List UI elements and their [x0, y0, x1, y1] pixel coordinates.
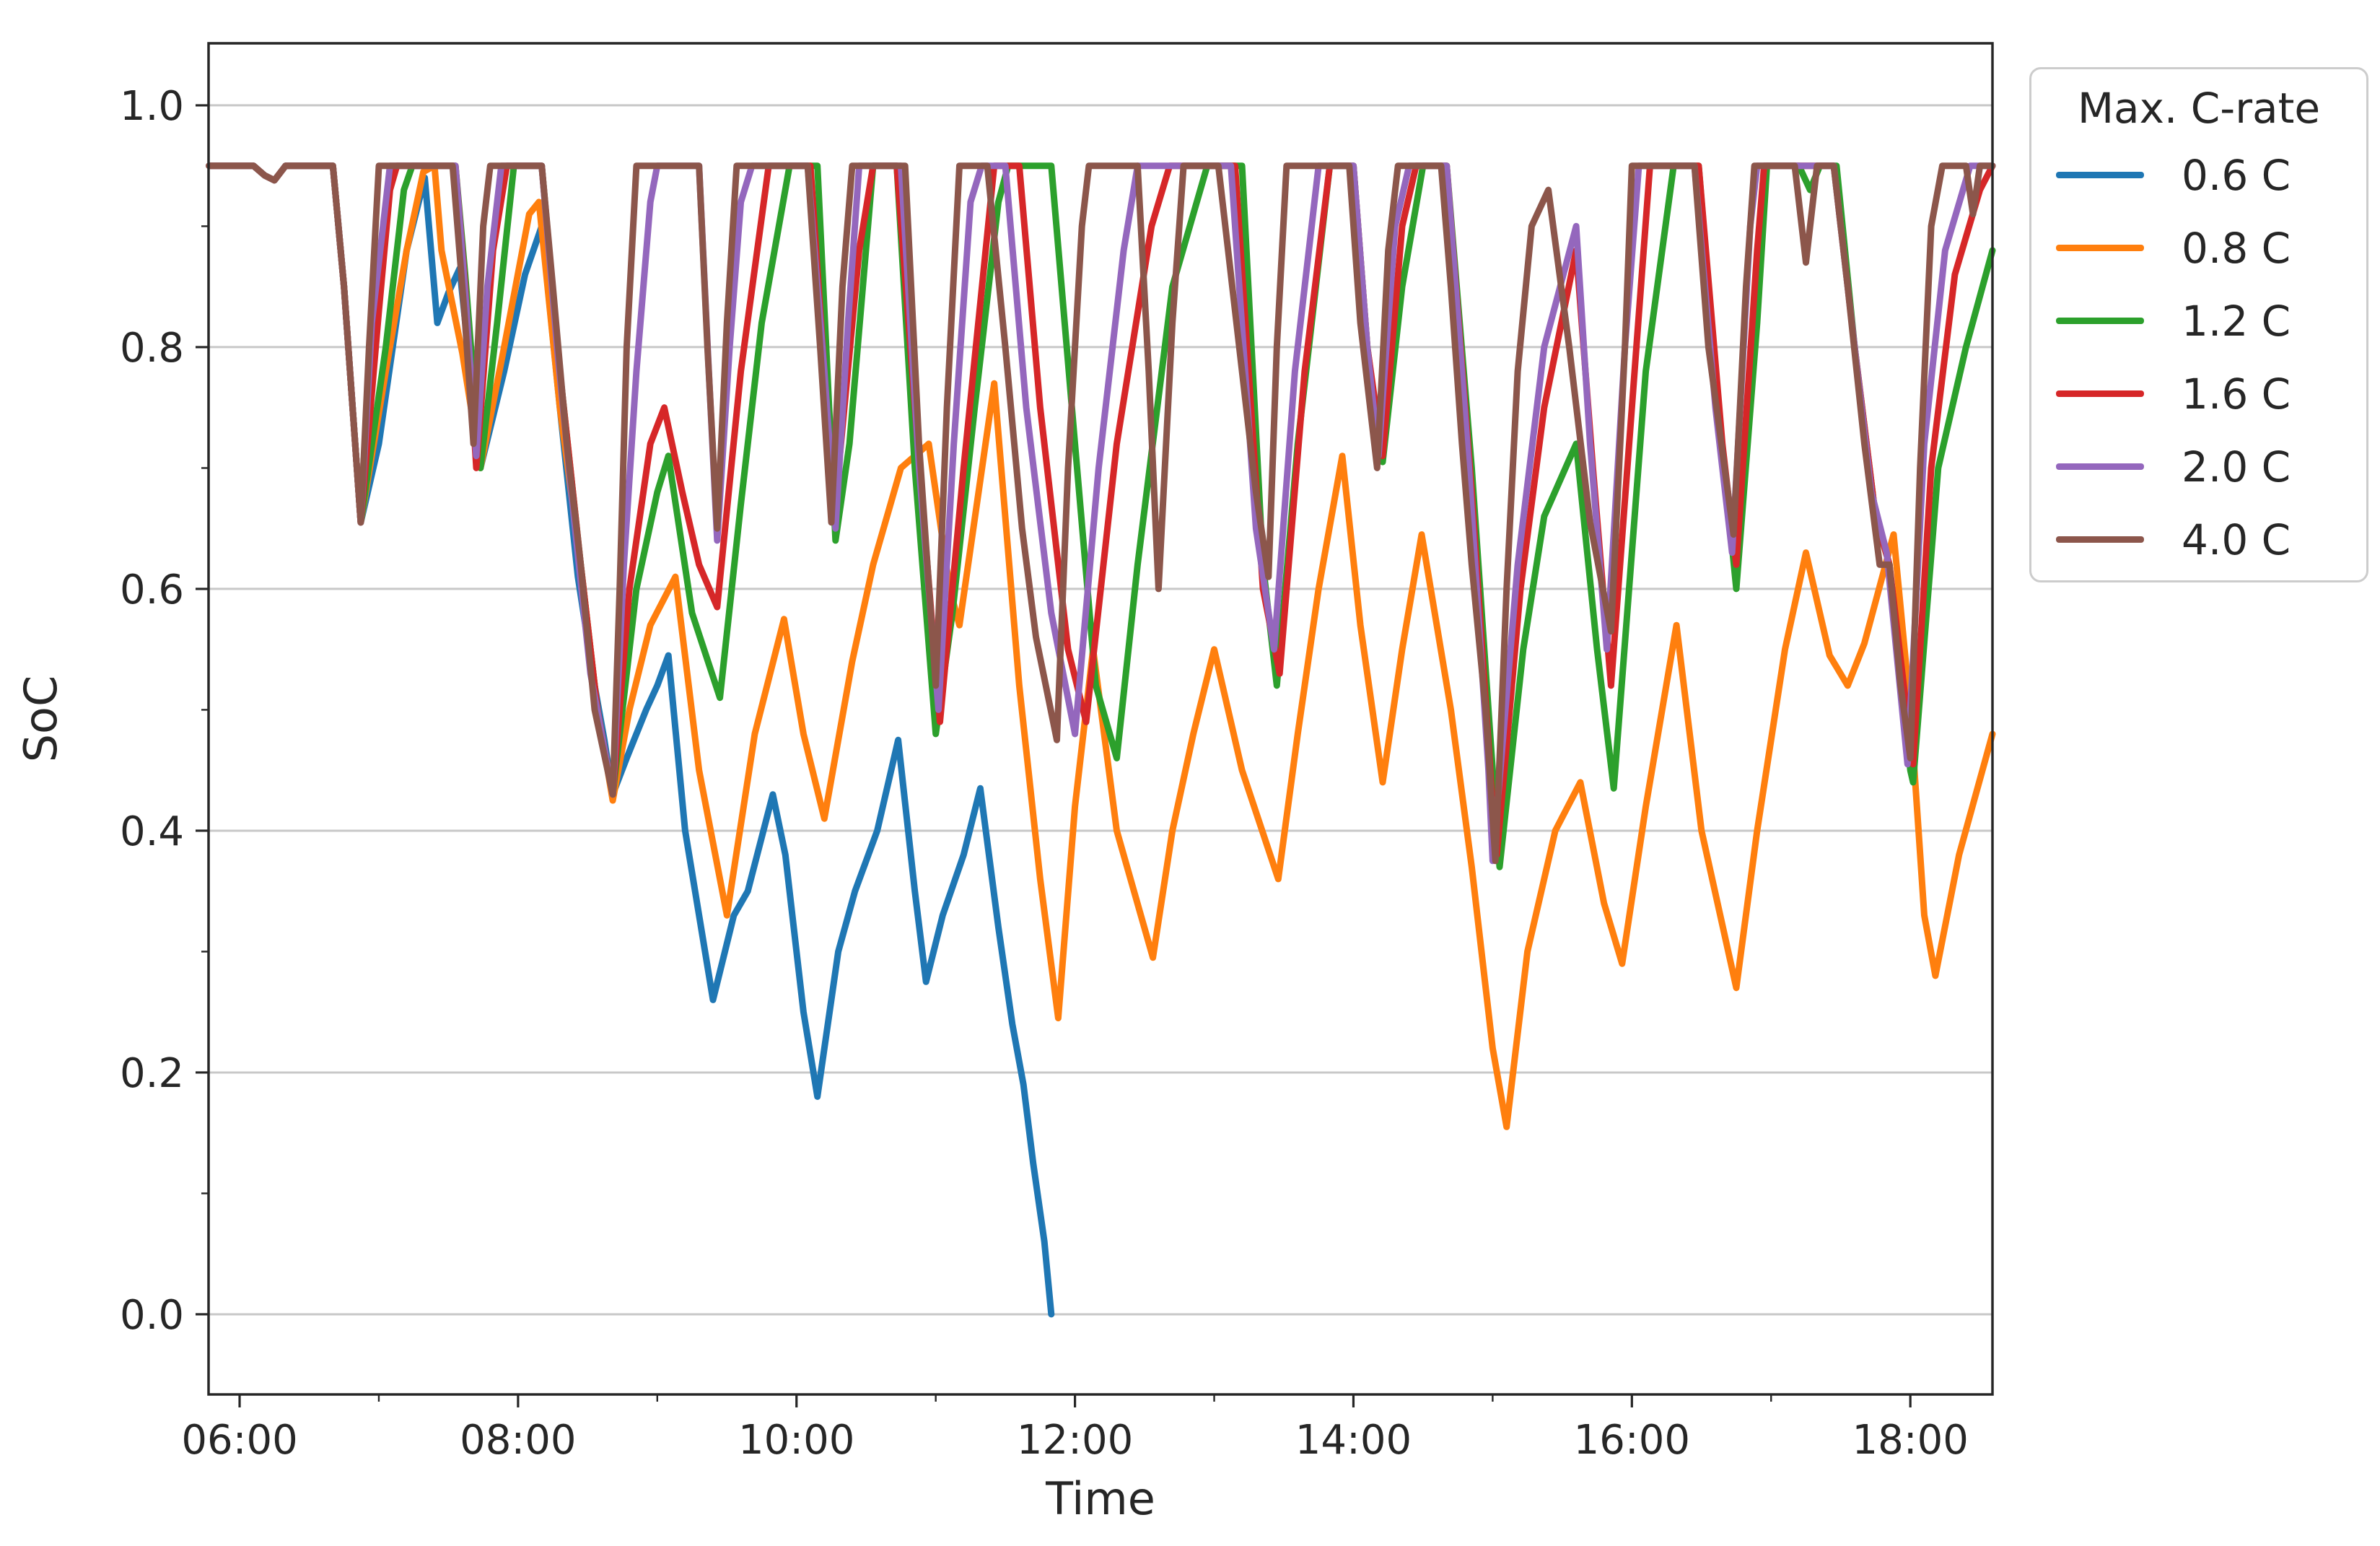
y-tick-label-0.0: 0.0: [120, 1292, 184, 1339]
legend-item-4.0C: 4.0 C: [2031, 503, 2366, 576]
plot-border: [207, 42, 1994, 1396]
legend-line-swatch-icon: [2056, 245, 2144, 251]
y-tick-label-0.8: 0.8: [120, 325, 184, 372]
legend-entries: 0.6 C 0.8 C 1.2 C 1.6 C 2.0 C 4.0 C: [2031, 139, 2366, 576]
x-tick-label-16:00: 16:00: [1574, 1417, 1690, 1464]
x-tick-label-18:00: 18:00: [1852, 1417, 1968, 1464]
legend-item-label: 0.6 C: [2182, 150, 2291, 200]
y-tick-label-0.2: 0.2: [120, 1050, 184, 1097]
plot-spines: [207, 42, 1994, 1396]
legend-item-label: 0.8 C: [2182, 223, 2291, 273]
legend-item-label: 1.2 C: [2182, 296, 2291, 346]
legend-line-swatch-icon: [2056, 463, 2144, 470]
legend-line-swatch-icon: [2056, 536, 2144, 543]
legend-item-1.2C: 1.2 C: [2031, 284, 2366, 357]
x-tick-label-10:00: 10:00: [738, 1417, 854, 1464]
x-tick-label-08:00: 08:00: [460, 1417, 576, 1464]
y-tick-label-0.4: 0.4: [120, 808, 184, 855]
x-axis: 06:00 08:00 10:00 12:00 14:00 16:00 18:00: [181, 1394, 1969, 1464]
legend-title: Max. C-rate: [2077, 84, 2321, 133]
legend-item-label: 2.0 C: [2182, 442, 2291, 492]
legend-item-2.0C: 2.0 C: [2031, 430, 2366, 503]
y-tick-label-1.0: 1.0: [120, 83, 184, 130]
legend-item-label: 1.6 C: [2182, 369, 2291, 419]
x-tick-label-12:00: 12:00: [1017, 1417, 1133, 1464]
x-tick-label-14:00: 14:00: [1295, 1417, 1412, 1464]
y-axis: 0.0 0.2 0.4 0.6 0.8 1.0: [120, 83, 209, 1339]
series-line-2.0C: [206, 162, 1996, 865]
legend-item-label: 4.0 C: [2182, 515, 2291, 564]
x-tick-label-06:00: 06:00: [181, 1417, 297, 1464]
legend-item-0.6C: 0.6 C: [2031, 139, 2366, 211]
legend-item-0.8C: 0.8 C: [2031, 211, 2366, 284]
series-line-1.2C: [206, 162, 1996, 870]
legend-item-1.6C: 1.6 C: [2031, 357, 2366, 430]
y-tick-label-0.6: 0.6: [120, 567, 184, 613]
legend: Max. C-rate 0.6 C 0.8 C 1.2 C 1.6 C 2.0 C 4.0…: [2029, 67, 2368, 582]
x-axis-label: Time: [1045, 1472, 1155, 1525]
legend-line-swatch-icon: [2056, 390, 2144, 397]
series-line-0.6C: [206, 162, 1055, 1318]
legend-line-swatch-icon: [2056, 172, 2144, 178]
y-axis-label: SoC: [14, 676, 67, 763]
series-line-4.0C: [206, 162, 1996, 865]
series-lines: [206, 162, 1996, 1318]
legend-line-swatch-icon: [2056, 318, 2144, 324]
